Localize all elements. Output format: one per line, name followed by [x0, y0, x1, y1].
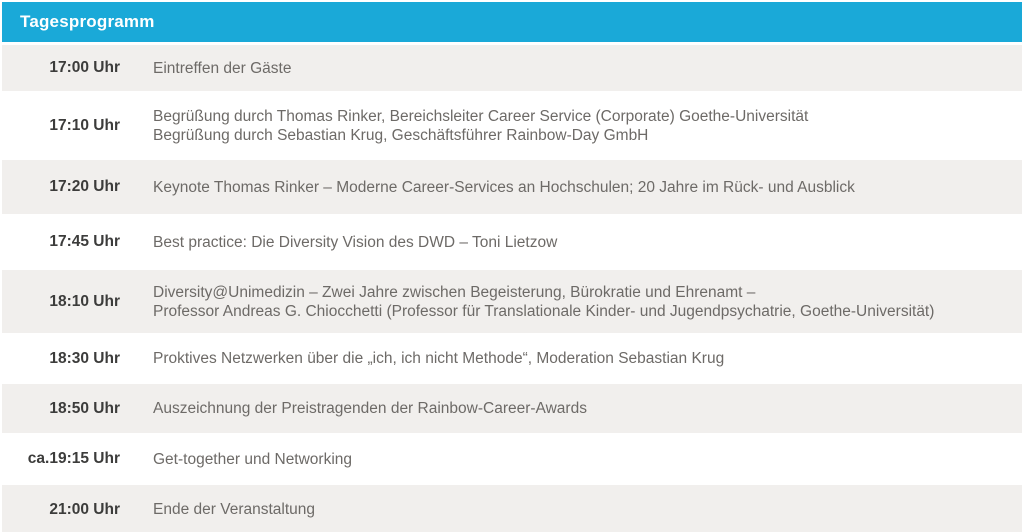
schedule-description: Diversity@Unimedizin – Zwei Jahre zwisch… [153, 283, 935, 320]
schedule-row: 18:10 Uhr Diversity@Unimedizin – Zwei Ja… [2, 270, 1022, 333]
schedule-row: 17:00 Uhr Eintreffen der Gäste [2, 45, 1022, 91]
schedule-description: Keynote Thomas Rinker – Moderne Career-S… [153, 178, 855, 196]
schedule-time: ca.19:15 Uhr [27, 450, 120, 467]
schedule-row: 21:00 Uhr Ende der Veranstaltung [2, 485, 1022, 532]
schedule-time: 18:30 Uhr [49, 349, 120, 367]
schedule-description: Get-together und Networking [153, 450, 353, 468]
schedule-description: Auszeichnung der Preistragenden der Rain… [153, 400, 587, 417]
schedule-row: 18:30 Uhr Proktives Netzwerken über die … [2, 333, 1022, 384]
schedule-description: Ende der Veranstaltung [153, 501, 316, 518]
schedule-description: Begrüßung durch Thomas Rinker, Bereichsl… [153, 107, 809, 144]
schedule-description: Eintreffen der Gäste [153, 59, 292, 77]
schedule-description: Proktives Netzwerken über die „ich, ich … [153, 350, 725, 367]
schedule-row: 18:50 Uhr Auszeichnung der Preistragende… [2, 384, 1022, 433]
schedule-time: 18:10 Uhr [49, 292, 120, 310]
schedule-time: 21:00 Uhr [49, 500, 120, 518]
schedule-time: 17:10 Uhr [49, 116, 120, 134]
schedule-row: 17:10 Uhr Begrüßung durch Thomas Rinker,… [2, 91, 1022, 160]
program-header: Tagesprogramm [2, 2, 1022, 42]
schedule-time: 17:20 Uhr [49, 178, 120, 195]
schedule-row: 17:45 Uhr Best practice: Die Diversity V… [2, 214, 1022, 270]
schedule-time: 17:00 Uhr [49, 59, 120, 76]
schedule-table: 17:00 Uhr Eintreffen der Gäste 17:10 Uhr… [2, 45, 1022, 532]
schedule-row: 17:20 Uhr Keynote Thomas Rinker – Modern… [2, 160, 1022, 214]
page-title: Tagesprogramm [20, 12, 155, 31]
schedule-description: Best practice: Die Diversity Vision des … [153, 233, 558, 251]
schedule-time: 18:50 Uhr [49, 399, 120, 417]
schedule-time: 17:45 Uhr [49, 233, 120, 250]
schedule-row: ca.19:15 Uhr Get-together und Networking [2, 433, 1022, 485]
